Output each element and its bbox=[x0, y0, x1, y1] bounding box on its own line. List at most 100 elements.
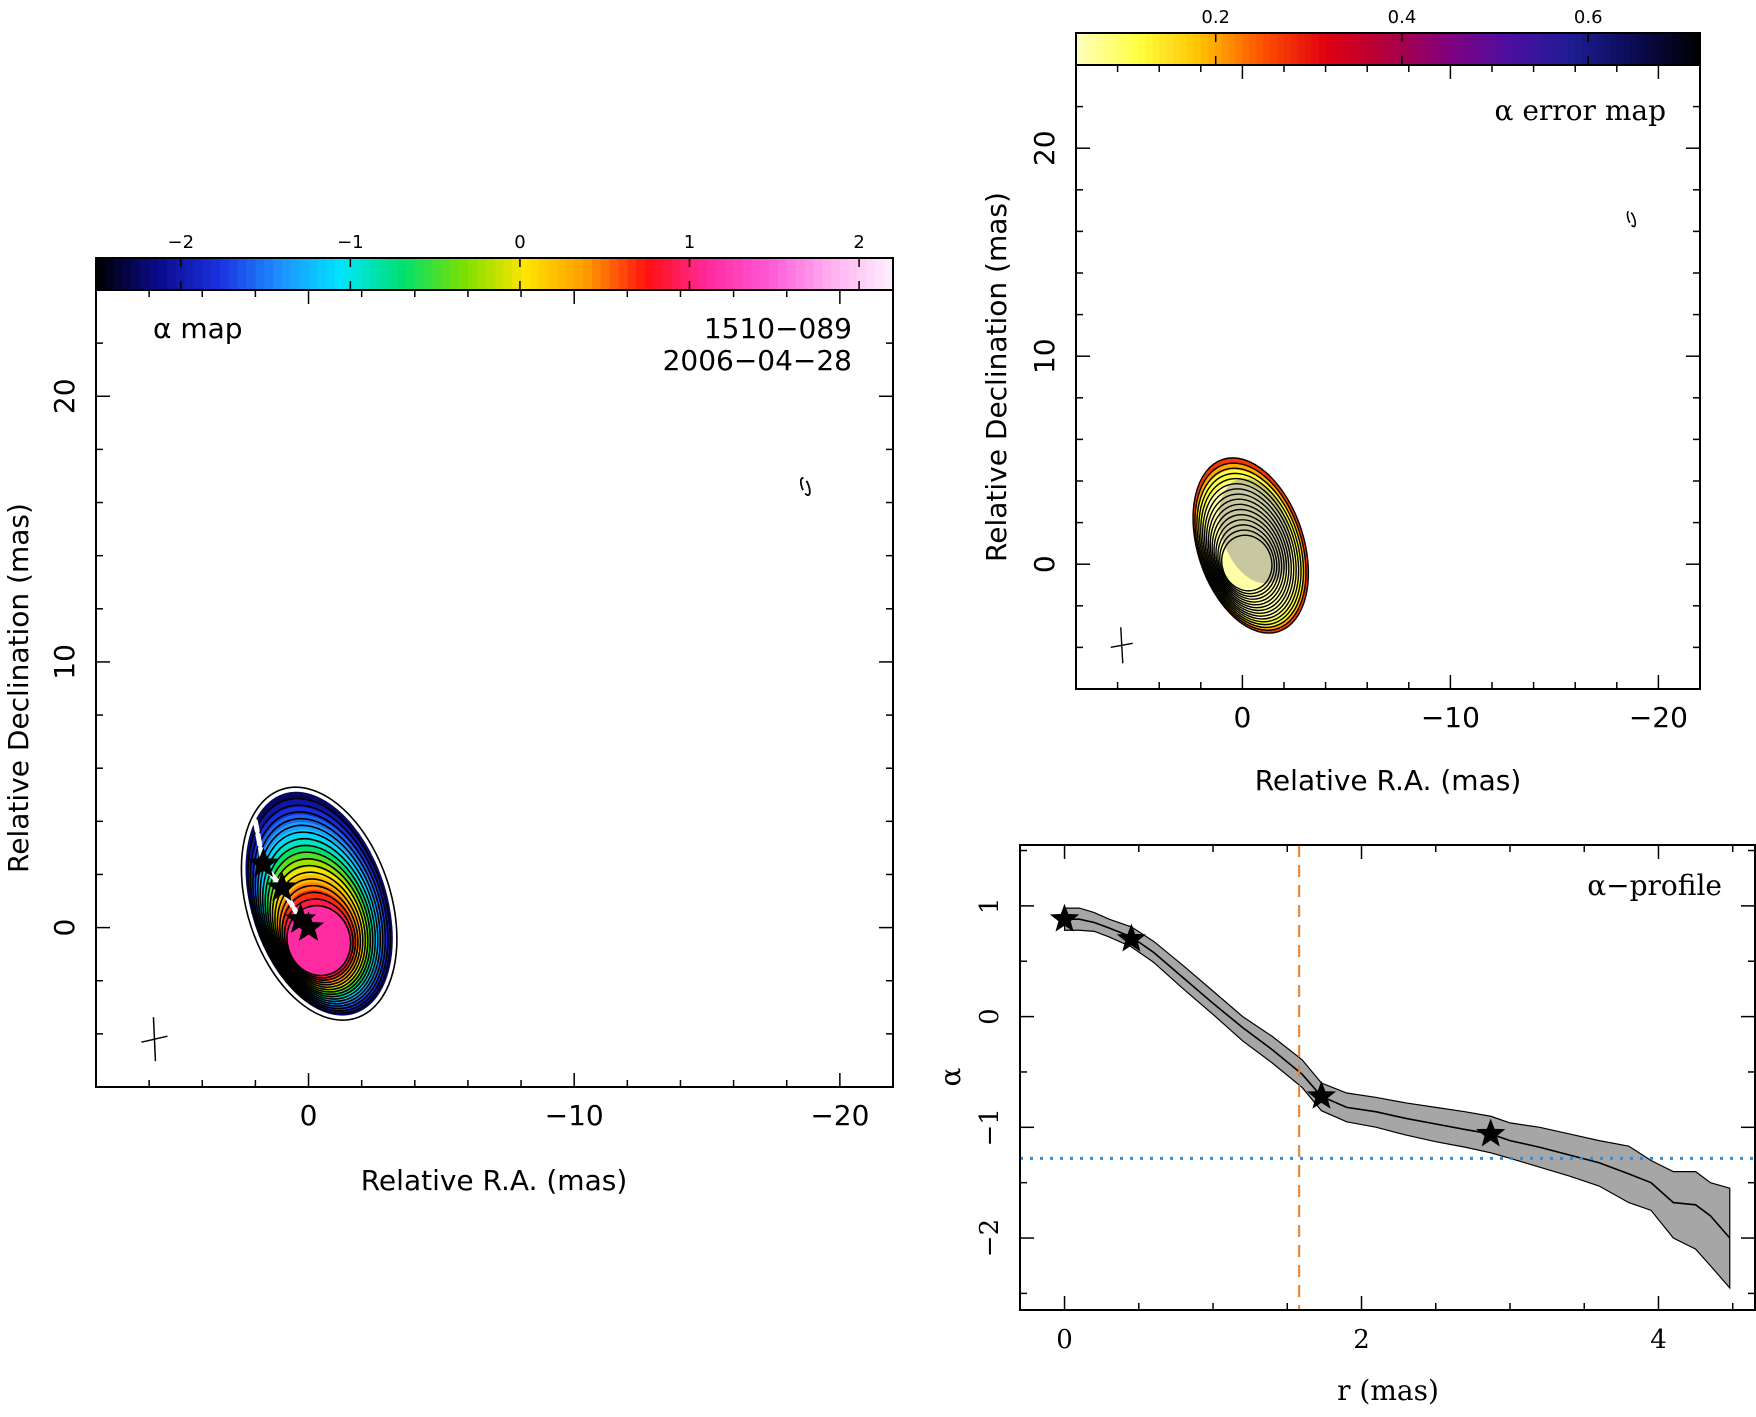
alpha-error-map-colorbar-cell bbox=[1374, 33, 1382, 65]
alpha-error-map-colorbar-cell bbox=[1679, 33, 1687, 65]
alpha-map-colorbar-cell bbox=[441, 258, 451, 290]
alpha-error-map-colorbar-cell bbox=[1616, 33, 1625, 65]
alpha-map-contour bbox=[283, 898, 354, 979]
alpha-map-label: α map bbox=[153, 312, 243, 345]
alpha-map-colorbar-cell bbox=[866, 258, 876, 290]
alpha-error-map-colorbar-cell bbox=[1076, 33, 1084, 65]
alpha-map-colorbar-cell bbox=[414, 258, 425, 290]
alpha-error-map-colorbar-cell bbox=[1284, 33, 1292, 65]
alpha-map-colorbar-cell bbox=[689, 258, 699, 290]
alpha-profile-x-tick-label: 4 bbox=[1650, 1325, 1667, 1355]
alpha-map-colorbar-cell bbox=[246, 258, 256, 290]
alpha-map-colorbar-cell bbox=[521, 258, 531, 290]
alpha-map-colorbar-cell bbox=[609, 258, 620, 290]
alpha-error-map-contour bbox=[1201, 483, 1297, 620]
alpha-map-contour bbox=[266, 851, 372, 996]
alpha-profile-frame bbox=[1019, 844, 1756, 1311]
alpha-map-colorbar-cell bbox=[494, 258, 504, 290]
alpha-map-colorbar-cell bbox=[175, 258, 186, 290]
alpha-error-map-colorbar-cell bbox=[1297, 33, 1306, 65]
alpha-error-map-colorbar-cell bbox=[1443, 33, 1451, 65]
alpha-map-colorbar-tick-label: −1 bbox=[337, 232, 364, 253]
alpha-error-map-colorbar-cell bbox=[1547, 33, 1555, 65]
alpha-map-image bbox=[141, 477, 811, 1062]
alpha-error-map-contour bbox=[1211, 508, 1285, 606]
alpha-profile-line bbox=[1064, 918, 1731, 1239]
alpha-error-map-colorbar-cell bbox=[1450, 33, 1458, 65]
alpha-error-map-colorbar-cell bbox=[1436, 33, 1445, 65]
alpha-map-colorbar-cell bbox=[343, 258, 354, 290]
alpha-map-colorbar-cell bbox=[379, 258, 389, 290]
alpha-map-colorbar-cell bbox=[698, 258, 708, 290]
alpha-error-map-contour bbox=[1192, 457, 1310, 634]
alpha-error-map-colorbar-cell bbox=[1166, 33, 1174, 65]
alpha-map-xlabel: Relative R.A. (mas) bbox=[361, 1164, 628, 1197]
alpha-profile-y-tick-label: 0 bbox=[975, 1008, 1005, 1025]
alpha-error-map-error-cross bbox=[1120, 627, 1124, 664]
alpha-error-map-colorbar-cell bbox=[1630, 33, 1639, 65]
alpha-map-contour bbox=[259, 831, 379, 1003]
alpha-error-map-colorbar-cell bbox=[1512, 33, 1521, 65]
alpha-map-error-cross bbox=[152, 1017, 157, 1062]
alpha-map-colorbar-cell bbox=[370, 258, 380, 290]
alpha-profile-label: α−profile bbox=[1587, 869, 1722, 902]
alpha-error-map-contour bbox=[1194, 462, 1307, 631]
alpha-error-map-contour bbox=[1215, 519, 1280, 600]
alpha-error-map-colorbar-cell bbox=[1568, 33, 1576, 65]
alpha-map-date: 2006−04−28 bbox=[663, 344, 852, 377]
alpha-map-colorbar-cell bbox=[636, 258, 646, 290]
alpha-profile-x-tick-label: 0 bbox=[1056, 1325, 1073, 1355]
alpha-map-colorbar-cell bbox=[299, 258, 310, 290]
alpha-error-map-contour bbox=[1209, 503, 1288, 609]
alpha-error-map-colorbar-cell bbox=[1602, 33, 1611, 65]
alpha-error-map-y-tick-label: 10 bbox=[1028, 338, 1061, 374]
alpha-error-map-colorbar-cell bbox=[1263, 33, 1271, 65]
alpha-map-colorbar-cell bbox=[884, 258, 894, 290]
alpha-error-map-colorbar-cell bbox=[1561, 33, 1569, 65]
alpha-error-map-colorbar-cell bbox=[1152, 33, 1160, 65]
alpha-error-map-colorbar-cell bbox=[1082, 33, 1091, 65]
alpha-map-colorbar-cell bbox=[662, 258, 673, 290]
alpha-map-colorbar-cell bbox=[157, 258, 168, 290]
alpha-map-colorbar-cell bbox=[538, 258, 549, 290]
alpha-map-colorbar-cell bbox=[228, 258, 239, 290]
alpha-error-map-y-tick-label: 0 bbox=[1028, 555, 1061, 573]
alpha-error-map-colorbar-cell bbox=[1221, 33, 1230, 65]
alpha-error-map-x-tick-label: −20 bbox=[1629, 701, 1688, 734]
alpha-error-map-colorbar-cell bbox=[1485, 33, 1493, 65]
alpha-profile-xlabel: r (mas) bbox=[1337, 1374, 1439, 1407]
alpha-error-map-colorbar-cell bbox=[1110, 33, 1119, 65]
alpha-map-colorbar-cell bbox=[804, 258, 814, 290]
alpha-error-map-colorbar-cell bbox=[1207, 33, 1216, 65]
alpha-error-map-colorbar-cell bbox=[1609, 33, 1618, 65]
alpha-error-map-colorbar-cell bbox=[1346, 33, 1354, 65]
alpha-error-map-colorbar-cell bbox=[1471, 33, 1479, 65]
alpha-map-colorbar-cell bbox=[184, 258, 195, 290]
alpha-error-map-colorbar-cell bbox=[1478, 33, 1486, 65]
alpha-error-map-contour bbox=[1203, 488, 1295, 617]
alpha-map-beam-ellipse bbox=[799, 477, 811, 497]
alpha-error-map-colorbar-cell bbox=[1325, 33, 1334, 65]
alpha-error-map-colorbar-tick-label: 0.2 bbox=[1201, 7, 1230, 28]
alpha-error-map-colorbar-cell bbox=[1686, 33, 1694, 65]
alpha-map-contour bbox=[257, 824, 382, 1005]
alpha-error-map-colorbar-cell bbox=[1381, 33, 1389, 65]
alpha-error-map-colorbar-cell bbox=[1318, 33, 1327, 65]
alpha-error-map-contour bbox=[1205, 493, 1292, 615]
alpha-map-colorbar-cell bbox=[113, 258, 124, 290]
alpha-map-colorbar-cell bbox=[813, 258, 823, 290]
alpha-error-map-colorbar-cell bbox=[1180, 33, 1188, 65]
alpha-map-colorbar-cell bbox=[122, 258, 133, 290]
alpha-map-colorbar-cell bbox=[485, 258, 496, 290]
alpha-map-colorbar-cell bbox=[680, 258, 690, 290]
alpha-map-colorbar-cell bbox=[308, 258, 318, 290]
alpha-error-map-colorbar-cell bbox=[1401, 33, 1410, 65]
alpha-profile-star-marker bbox=[1049, 903, 1080, 932]
alpha-map-contour bbox=[249, 804, 389, 1012]
alpha-map-colorbar-cell bbox=[529, 258, 540, 290]
alpha-map-source: 1510−089 bbox=[704, 312, 852, 345]
alpha-error-map-contour bbox=[1196, 467, 1305, 629]
alpha-error-map-contour bbox=[1217, 524, 1278, 598]
alpha-map-colorbar-cell bbox=[653, 258, 664, 290]
